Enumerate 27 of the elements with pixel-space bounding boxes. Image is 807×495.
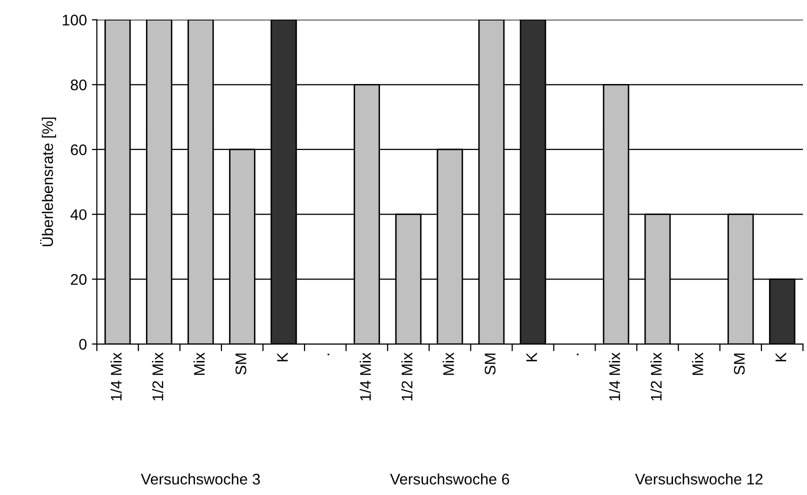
x-tick-label: Mix bbox=[692, 352, 704, 375]
x-tick-label: 1/4 Mix bbox=[360, 352, 371, 400]
x-tick-label: Mix bbox=[442, 352, 454, 375]
x-tick-label: K bbox=[776, 352, 786, 362]
x-tick-label: 1/2 Mix bbox=[401, 352, 412, 400]
text: Versuchswoche 12 bbox=[635, 473, 762, 485]
y-tick-label: 60 bbox=[70, 144, 87, 156]
x-tick-label: . bbox=[328, 354, 330, 356]
y-tick-label: 100 bbox=[62, 14, 87, 26]
y-tick-label: 20 bbox=[70, 274, 87, 285]
x-tick-label: 1/2 Mix bbox=[650, 352, 662, 400]
x-tick-label: SM bbox=[734, 354, 745, 375]
x-tick-label: SM bbox=[484, 354, 496, 375]
x-tick-label: K bbox=[277, 352, 288, 362]
y-tick-label: 40 bbox=[70, 209, 87, 220]
y-tick-label: 0 bbox=[79, 338, 87, 350]
y-tick-label: 80 bbox=[70, 80, 87, 90]
x-tick-label: 1/4 Mix bbox=[608, 352, 620, 400]
text: Versuchswoche 3 bbox=[140, 473, 260, 485]
x-tick-label: SM bbox=[236, 354, 246, 375]
text: Versuchswoche 6 bbox=[390, 473, 510, 485]
x-tick-label: 1/4 Mix bbox=[110, 352, 122, 400]
x-tick-label: K bbox=[526, 352, 537, 362]
x-tick-label: . bbox=[576, 354, 578, 356]
x-tick-label: Mix bbox=[194, 352, 205, 375]
x-tick-label: 1/2 Mix bbox=[152, 352, 164, 400]
y-axis-title: Überlebensrate [%] bbox=[40, 118, 56, 246]
